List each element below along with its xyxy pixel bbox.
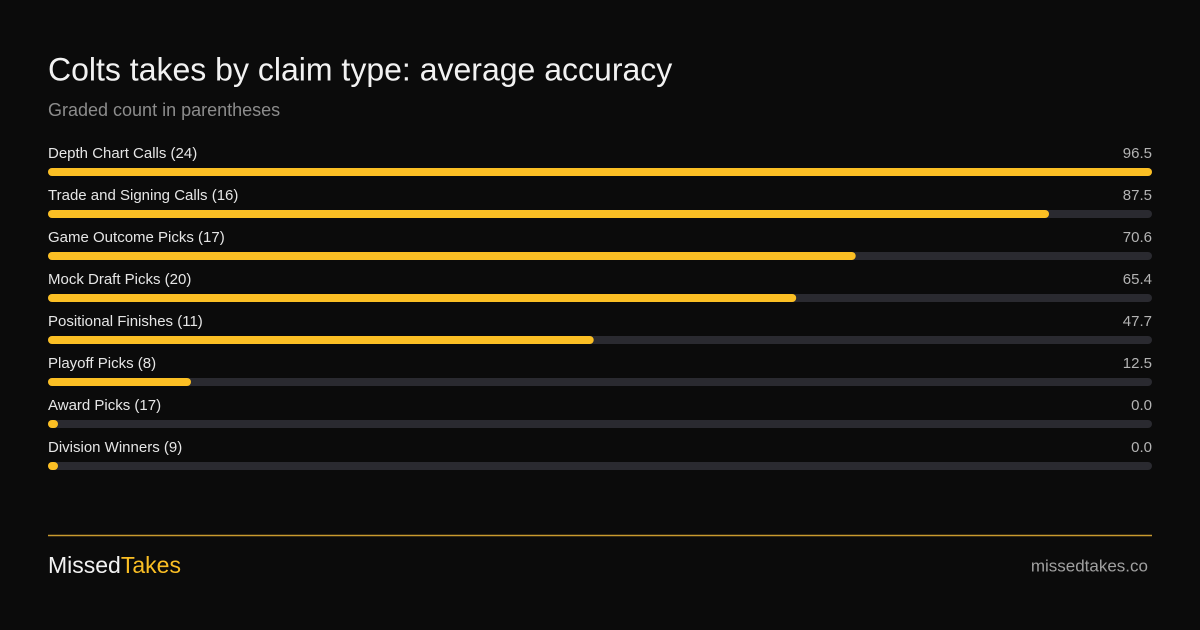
value-label: 96.5 bbox=[1123, 145, 1152, 162]
brand-second: Takes bbox=[121, 552, 181, 578]
bar-label: Depth Chart Calls (24) bbox=[48, 145, 197, 162]
bar-label: Game Outcome Picks (17) bbox=[48, 229, 225, 246]
bar-track bbox=[48, 378, 1152, 386]
bar bbox=[48, 294, 797, 302]
bar-label: Division Winners (9) bbox=[48, 439, 182, 456]
bar-label: Positional Finishes (11) bbox=[48, 313, 203, 330]
bar-label: Trade and Signing Calls (16) bbox=[48, 187, 238, 204]
value-label: 0.0 bbox=[1131, 397, 1152, 414]
bar bbox=[48, 420, 58, 428]
footer-url: missedtakes.co bbox=[1031, 556, 1148, 575]
bar bbox=[48, 168, 1152, 176]
value-label: 87.5 bbox=[1123, 187, 1152, 204]
bar bbox=[48, 336, 594, 344]
value-label: 70.6 bbox=[1123, 229, 1152, 246]
brand-first: Missed bbox=[48, 552, 121, 578]
bar-label: Playoff Picks (8) bbox=[48, 355, 156, 372]
value-label: 0.0 bbox=[1131, 439, 1152, 456]
bar bbox=[48, 462, 58, 470]
chart-title: Colts takes by claim type: average accur… bbox=[48, 51, 672, 87]
bar-label: Award Picks (17) bbox=[48, 397, 161, 414]
value-label: 12.5 bbox=[1123, 355, 1152, 372]
chart-subtitle: Graded count in parentheses bbox=[48, 100, 280, 120]
bar-label: Mock Draft Picks (20) bbox=[48, 271, 191, 288]
value-label: 47.7 bbox=[1123, 313, 1152, 330]
bar bbox=[48, 252, 856, 260]
bar-track bbox=[48, 462, 1152, 470]
bar-track bbox=[48, 420, 1152, 428]
bar bbox=[48, 378, 192, 386]
brand: MissedTakes bbox=[48, 552, 181, 578]
bar bbox=[48, 210, 1050, 218]
value-label: 65.4 bbox=[1123, 271, 1152, 288]
